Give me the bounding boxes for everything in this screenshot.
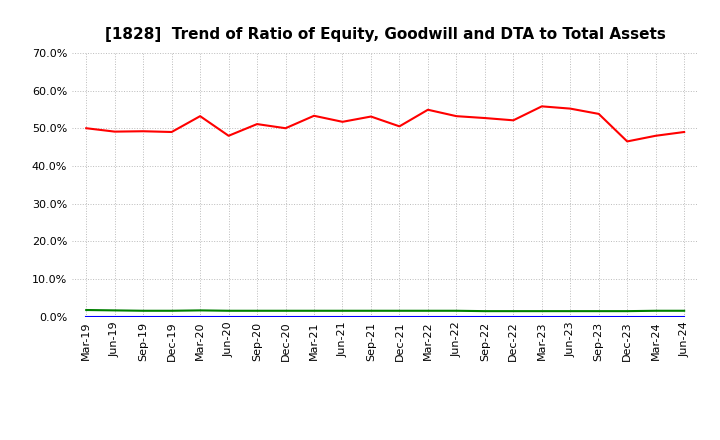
Equity [652, 133, 660, 139]
Goodwill [652, 314, 660, 319]
Equity [537, 104, 546, 109]
Equity [253, 121, 261, 127]
Goodwill [395, 314, 404, 319]
Line: Equity: Equity [86, 106, 684, 141]
Goodwill [566, 314, 575, 319]
Goodwill [139, 314, 148, 319]
Goodwill [82, 314, 91, 319]
Equity [566, 106, 575, 111]
Deferred Tax Assets [82, 308, 91, 313]
Goodwill [310, 314, 318, 319]
Goodwill [595, 314, 603, 319]
Equity [480, 115, 489, 121]
Equity [225, 133, 233, 139]
Deferred Tax Assets [310, 308, 318, 313]
Deferred Tax Assets [566, 308, 575, 314]
Goodwill [623, 314, 631, 319]
Deferred Tax Assets [366, 308, 375, 313]
Goodwill [480, 314, 489, 319]
Deferred Tax Assets [509, 308, 518, 314]
Goodwill [338, 314, 347, 319]
Deferred Tax Assets [253, 308, 261, 313]
Equity [452, 114, 461, 119]
Goodwill [253, 314, 261, 319]
Equity [395, 124, 404, 129]
Deferred Tax Assets [338, 308, 347, 313]
Equity [366, 114, 375, 119]
Deferred Tax Assets [139, 308, 148, 313]
Equity [282, 125, 290, 131]
Line: Deferred Tax Assets: Deferred Tax Assets [86, 310, 684, 311]
Deferred Tax Assets [652, 308, 660, 313]
Deferred Tax Assets [225, 308, 233, 313]
Equity [110, 129, 119, 134]
Deferred Tax Assets [537, 308, 546, 314]
Deferred Tax Assets [480, 308, 489, 314]
Deferred Tax Assets [680, 308, 688, 313]
Equity [338, 119, 347, 125]
Equity [509, 117, 518, 123]
Deferred Tax Assets [110, 308, 119, 313]
Equity [82, 125, 91, 131]
Goodwill [537, 314, 546, 319]
Equity [595, 111, 603, 117]
Deferred Tax Assets [282, 308, 290, 313]
Deferred Tax Assets [423, 308, 432, 313]
Goodwill [282, 314, 290, 319]
Goodwill [196, 314, 204, 319]
Deferred Tax Assets [167, 308, 176, 313]
Goodwill [452, 314, 461, 319]
Deferred Tax Assets [395, 308, 404, 313]
Equity [196, 114, 204, 119]
Equity [167, 129, 176, 135]
Equity [139, 128, 148, 134]
Equity [623, 139, 631, 144]
Goodwill [509, 314, 518, 319]
Goodwill [110, 314, 119, 319]
Deferred Tax Assets [196, 308, 204, 313]
Goodwill [680, 314, 688, 319]
Goodwill [167, 314, 176, 319]
Goodwill [225, 314, 233, 319]
Goodwill [366, 314, 375, 319]
Equity [680, 129, 688, 135]
Deferred Tax Assets [623, 308, 631, 314]
Goodwill [423, 314, 432, 319]
Equity [423, 107, 432, 112]
Equity [310, 113, 318, 118]
Deferred Tax Assets [452, 308, 461, 313]
Title: [1828]  Trend of Ratio of Equity, Goodwill and DTA to Total Assets: [1828] Trend of Ratio of Equity, Goodwil… [105, 27, 665, 42]
Deferred Tax Assets [595, 308, 603, 314]
